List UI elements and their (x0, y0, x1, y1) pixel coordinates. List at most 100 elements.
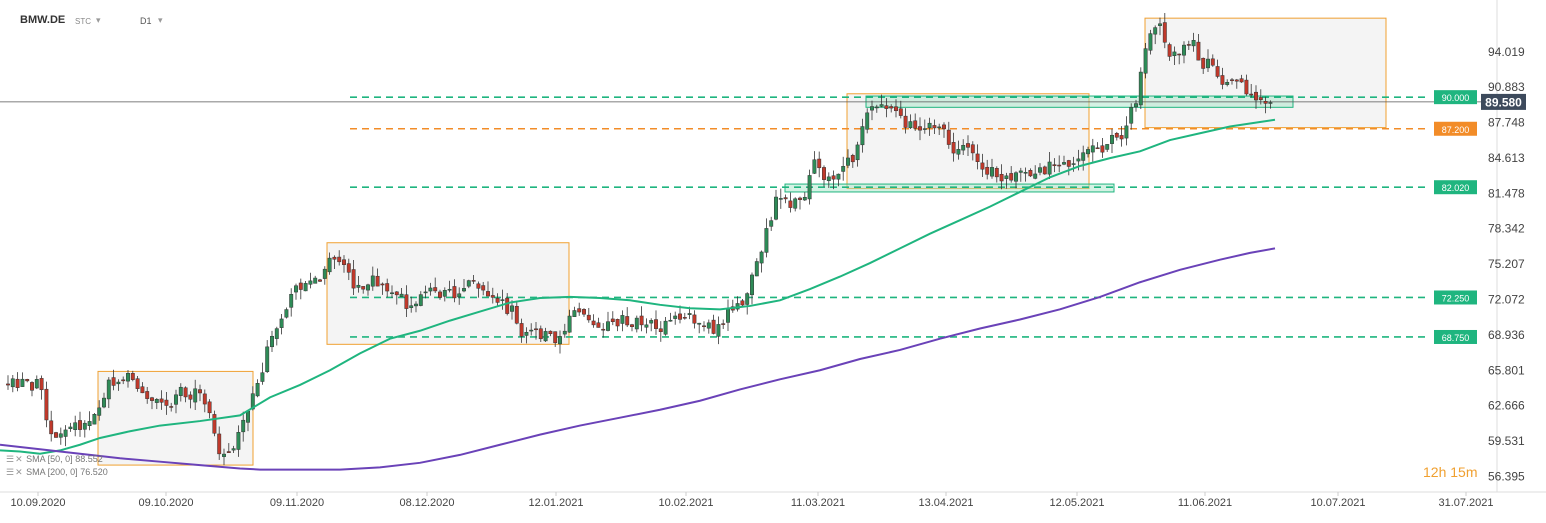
candle[interactable] (438, 291, 442, 298)
candle[interactable] (606, 321, 610, 331)
candle[interactable] (25, 379, 30, 382)
candle[interactable] (702, 325, 706, 328)
candle[interactable] (639, 315, 644, 326)
candle[interactable] (601, 328, 606, 331)
candle[interactable] (68, 426, 73, 430)
candle[interactable] (399, 293, 404, 297)
candle[interactable] (1129, 107, 1134, 124)
candle[interactable] (250, 393, 255, 410)
candle[interactable] (207, 401, 212, 414)
candle[interactable] (452, 286, 457, 299)
candle[interactable] (519, 323, 524, 337)
candle[interactable] (265, 346, 270, 372)
candle[interactable] (169, 406, 174, 408)
candle[interactable] (1071, 163, 1076, 165)
candle[interactable] (634, 317, 639, 330)
candle[interactable] (754, 261, 759, 277)
sma-line-0[interactable] (0, 118, 1276, 455)
candle[interactable] (116, 381, 121, 385)
candle[interactable] (63, 429, 68, 437)
candle[interactable] (102, 397, 106, 408)
candle[interactable] (414, 303, 418, 307)
candle[interactable] (1076, 158, 1081, 162)
candle[interactable] (159, 398, 164, 403)
candle[interactable] (327, 257, 332, 273)
candle[interactable] (174, 394, 178, 405)
candle[interactable] (337, 256, 342, 263)
candle[interactable] (1177, 53, 1182, 56)
candle[interactable] (1215, 66, 1220, 77)
candle[interactable] (860, 126, 865, 146)
candle[interactable] (793, 198, 798, 209)
candle[interactable] (1258, 97, 1263, 100)
candle[interactable] (548, 330, 553, 334)
candle[interactable] (1095, 147, 1100, 150)
candle[interactable] (1134, 103, 1138, 108)
candle[interactable] (294, 285, 298, 293)
candle[interactable] (126, 373, 130, 382)
candle[interactable] (135, 378, 140, 389)
menu-icon[interactable]: ☰ (6, 454, 15, 464)
candle[interactable] (788, 200, 793, 208)
candle[interactable] (202, 393, 207, 405)
candle[interactable] (586, 314, 591, 321)
chevron-down-icon[interactable]: ▾ (96, 15, 101, 25)
candle[interactable] (750, 274, 754, 296)
candle[interactable] (226, 451, 231, 453)
candle[interactable] (817, 158, 822, 169)
candle[interactable] (505, 297, 510, 314)
candle[interactable] (356, 284, 361, 288)
candle[interactable] (1220, 75, 1225, 85)
candle[interactable] (466, 280, 471, 287)
candle[interactable] (1162, 22, 1167, 43)
candle[interactable] (538, 328, 543, 340)
candle[interactable] (591, 320, 596, 326)
candle[interactable] (164, 399, 169, 406)
candle[interactable] (34, 379, 39, 389)
candle[interactable] (212, 414, 217, 434)
candle[interactable] (922, 128, 927, 130)
candle[interactable] (1148, 33, 1153, 51)
candle[interactable] (1230, 79, 1234, 81)
candle[interactable] (567, 315, 572, 333)
candle[interactable] (351, 269, 356, 289)
candle[interactable] (1119, 135, 1124, 140)
candle[interactable] (1249, 93, 1254, 96)
candle[interactable] (711, 319, 716, 334)
candle[interactable] (49, 420, 54, 435)
candle[interactable] (898, 108, 903, 116)
candle[interactable] (716, 324, 721, 337)
candle[interactable] (918, 126, 922, 131)
candle[interactable] (1239, 78, 1244, 83)
candle[interactable] (610, 318, 615, 322)
candle[interactable] (692, 314, 697, 324)
candle[interactable] (457, 293, 462, 298)
candle[interactable] (418, 294, 423, 306)
candle[interactable] (1081, 152, 1086, 161)
candle[interactable] (193, 388, 198, 403)
candle[interactable] (1138, 71, 1143, 106)
candle[interactable] (1086, 149, 1090, 155)
candle[interactable] (442, 290, 447, 297)
candle[interactable] (514, 306, 519, 324)
candle[interactable] (1254, 91, 1258, 101)
candle[interactable] (246, 410, 250, 423)
candle[interactable] (1028, 170, 1033, 177)
candle[interactable] (428, 287, 433, 292)
candle[interactable] (111, 377, 116, 386)
candle[interactable] (524, 331, 529, 336)
candle[interactable] (54, 432, 58, 438)
candle[interactable] (946, 129, 951, 145)
candle[interactable] (289, 294, 294, 308)
candle[interactable] (879, 104, 884, 107)
candle[interactable] (121, 379, 126, 382)
candle[interactable] (1268, 102, 1273, 104)
candle[interactable] (673, 315, 678, 319)
candle[interactable] (668, 319, 673, 322)
candle[interactable] (831, 175, 836, 180)
candle[interactable] (385, 283, 390, 292)
level-badge-68.750[interactable] (1434, 329, 1477, 344)
candle[interactable] (106, 379, 111, 400)
candle[interactable] (447, 288, 452, 291)
